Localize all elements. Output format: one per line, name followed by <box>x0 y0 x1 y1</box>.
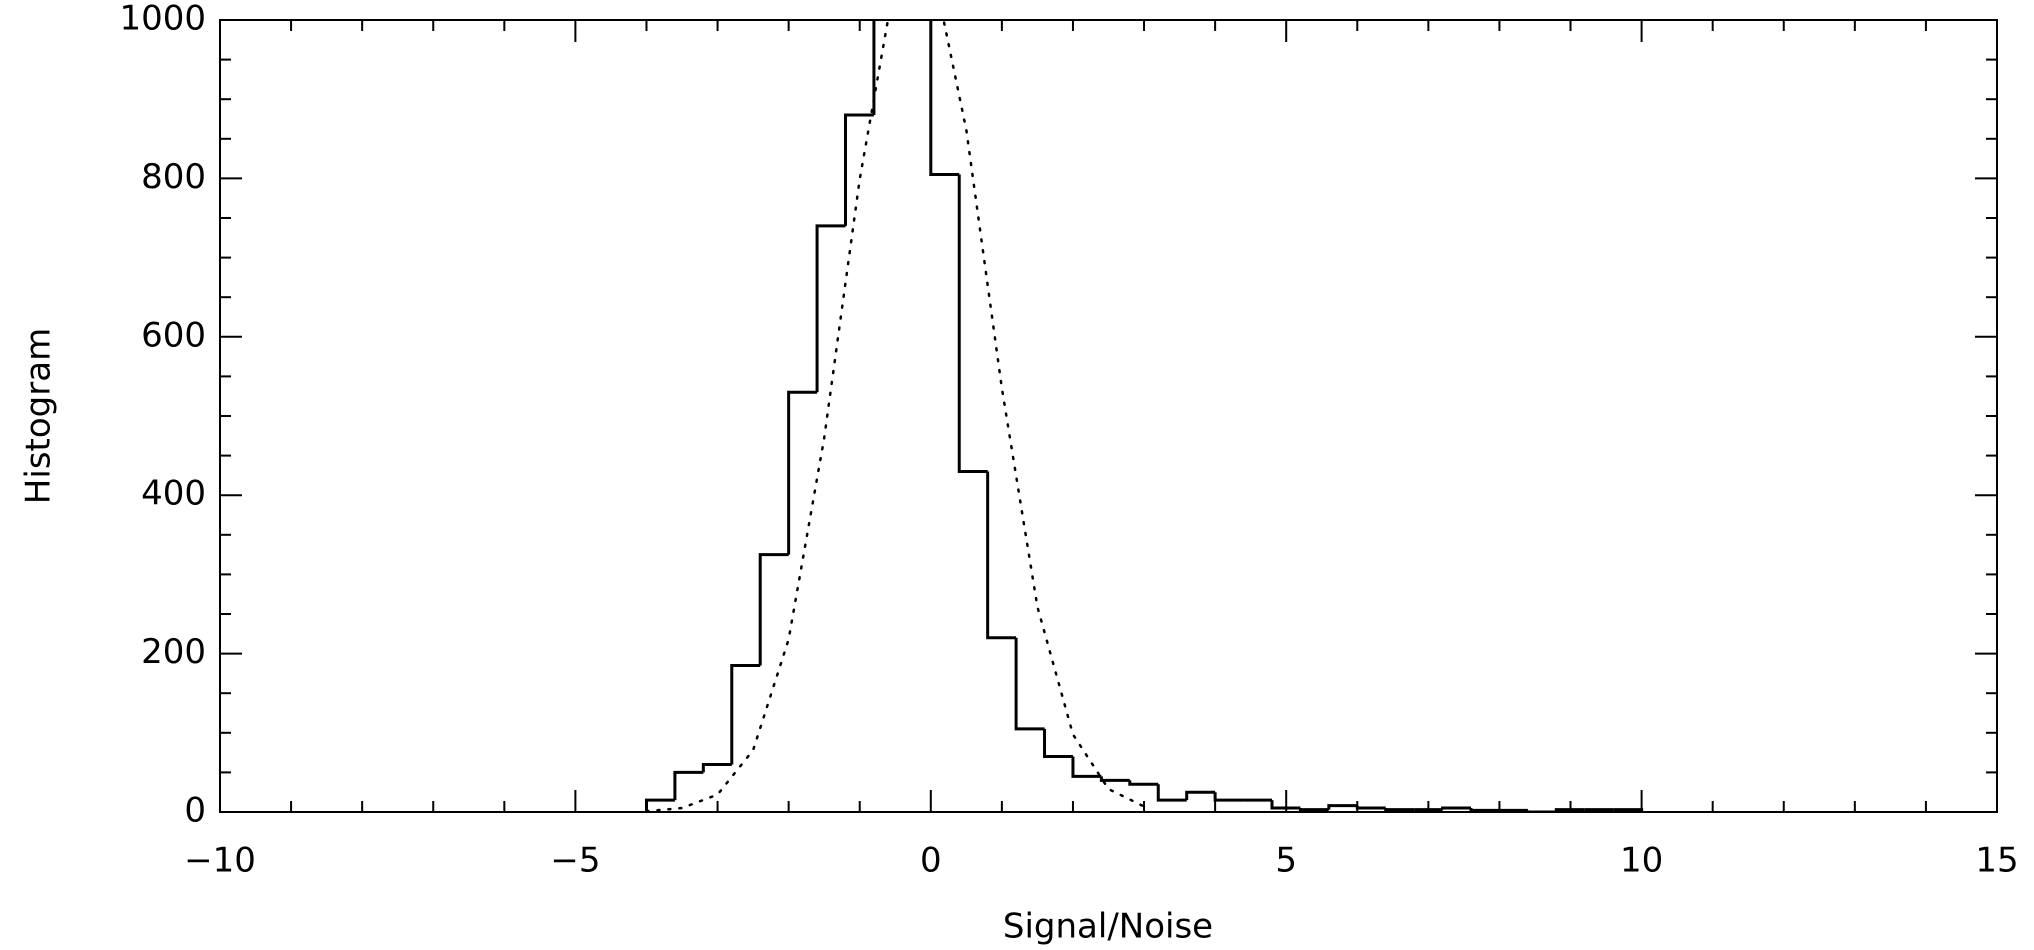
histogram-bar <box>1613 808 1644 812</box>
x-tick-label: −5 <box>550 841 600 881</box>
histogram-bar <box>1554 808 1585 812</box>
histogram-bar <box>1469 808 1500 812</box>
x-tick-label: 10 <box>1620 841 1663 881</box>
histogram-bar <box>1355 805 1386 810</box>
x-tick-label: 5 <box>1275 841 1297 881</box>
x-tick-label: 0 <box>920 841 942 881</box>
histogram-bar <box>1014 637 1045 731</box>
histogram-bar <box>1099 776 1130 782</box>
histogram-bar <box>957 174 988 473</box>
fit-curve <box>645 20 1146 812</box>
histogram-bar <box>1526 810 1557 812</box>
histogram-bar <box>1185 790 1216 801</box>
plot-area <box>644 20 1644 812</box>
histogram-bar <box>986 471 1017 640</box>
histogram-bar <box>1043 728 1073 759</box>
y-tick-label: 400 <box>141 474 206 514</box>
y-tick-label: 200 <box>141 632 206 672</box>
histogram-bar <box>1213 792 1244 802</box>
y-tick-label: 0 <box>184 791 206 831</box>
x-tick-label: 15 <box>1975 841 2018 881</box>
histogram-bar <box>1156 784 1187 802</box>
histogram-bar <box>730 663 761 765</box>
histogram-bar <box>701 762 732 773</box>
histogram-bar <box>758 553 789 666</box>
histogram-bar <box>1270 800 1301 810</box>
histogram-bar <box>1128 780 1159 786</box>
x-tick-label: −10 <box>184 841 256 881</box>
y-tick-label: 600 <box>141 315 206 355</box>
histogram-bar <box>673 770 704 801</box>
histogram-bar <box>844 113 874 226</box>
histogram-bar <box>644 798 675 812</box>
histogram-bar <box>1071 756 1102 778</box>
y-axis-title: Histogram <box>19 328 59 504</box>
y-tick-label: 1000 <box>119 0 206 39</box>
x-axis-title: Signal/Noise <box>1003 907 1213 947</box>
histogram-bar <box>872 20 876 116</box>
histogram-bar <box>1298 808 1329 812</box>
histogram-bar <box>929 20 960 176</box>
histogram-bar <box>1327 804 1358 810</box>
histogram-bar <box>1384 808 1415 812</box>
histogram-bar <box>815 224 846 393</box>
y-tick-label: 800 <box>141 157 206 197</box>
histogram-bar <box>1441 806 1472 810</box>
plot-frame <box>219 19 1998 813</box>
histogram-bar <box>787 390 818 555</box>
